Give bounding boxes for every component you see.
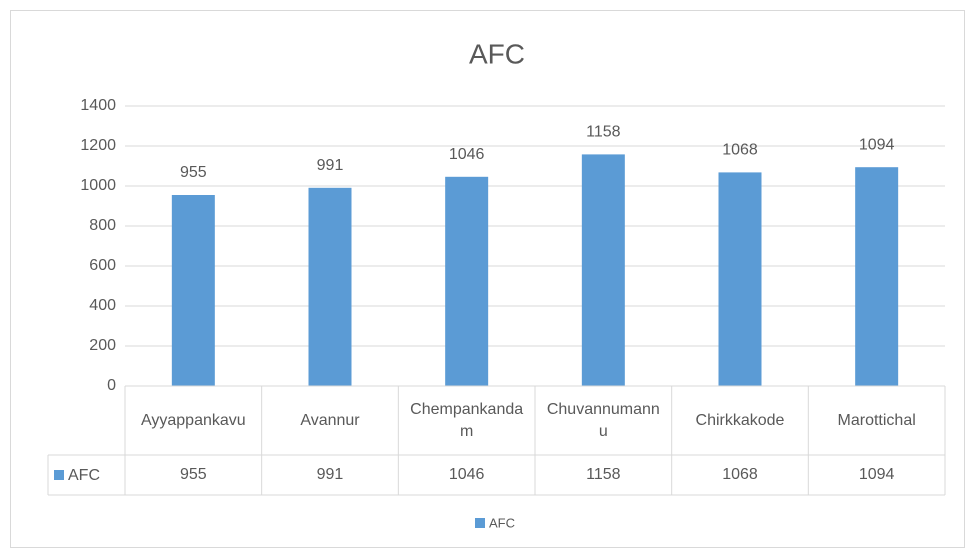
table-value: 1094 — [858, 466, 895, 483]
data-label: 1094 — [859, 136, 895, 153]
table-value: 1068 — [722, 466, 758, 483]
data-label: 1068 — [722, 142, 758, 159]
x-category: Chuvannumannu — [546, 400, 660, 440]
x-category: Marottichal — [837, 411, 916, 429]
bar — [445, 176, 489, 386]
data-label: 991 — [317, 157, 344, 174]
legend-key — [475, 518, 485, 528]
data-label: 955 — [180, 164, 207, 181]
table-legend-key — [54, 470, 64, 480]
table-value: 1046 — [448, 466, 485, 483]
y-tick-label: 800 — [89, 217, 116, 234]
x-category: Avannur — [300, 411, 360, 429]
y-tick-label: 200 — [89, 337, 116, 354]
data-label: 1046 — [449, 146, 485, 163]
table-value: 991 — [316, 466, 344, 483]
y-tick-label: 1400 — [80, 97, 116, 114]
x-category: Ayyappankavu — [140, 411, 246, 429]
bar — [855, 167, 899, 386]
bar — [308, 187, 352, 386]
table-value: 955 — [179, 466, 207, 483]
y-tick-label: 600 — [89, 257, 116, 274]
x-category: Chirkkakode — [695, 411, 785, 429]
y-tick-label: 400 — [89, 297, 116, 314]
chart-title: AFC — [469, 38, 525, 69]
y-tick-label: 1200 — [80, 137, 116, 154]
legend-label: AFC — [489, 515, 515, 530]
y-tick-label: 0 — [107, 377, 116, 394]
data-label: 1158 — [586, 124, 621, 141]
x-category: Chempankandam — [410, 400, 524, 440]
y-tick-label: 1000 — [80, 177, 116, 194]
bar — [581, 154, 625, 386]
bar — [171, 195, 215, 386]
table-value: 1158 — [586, 466, 621, 483]
table-series-name: AFC — [68, 467, 100, 484]
bar — [718, 172, 762, 386]
